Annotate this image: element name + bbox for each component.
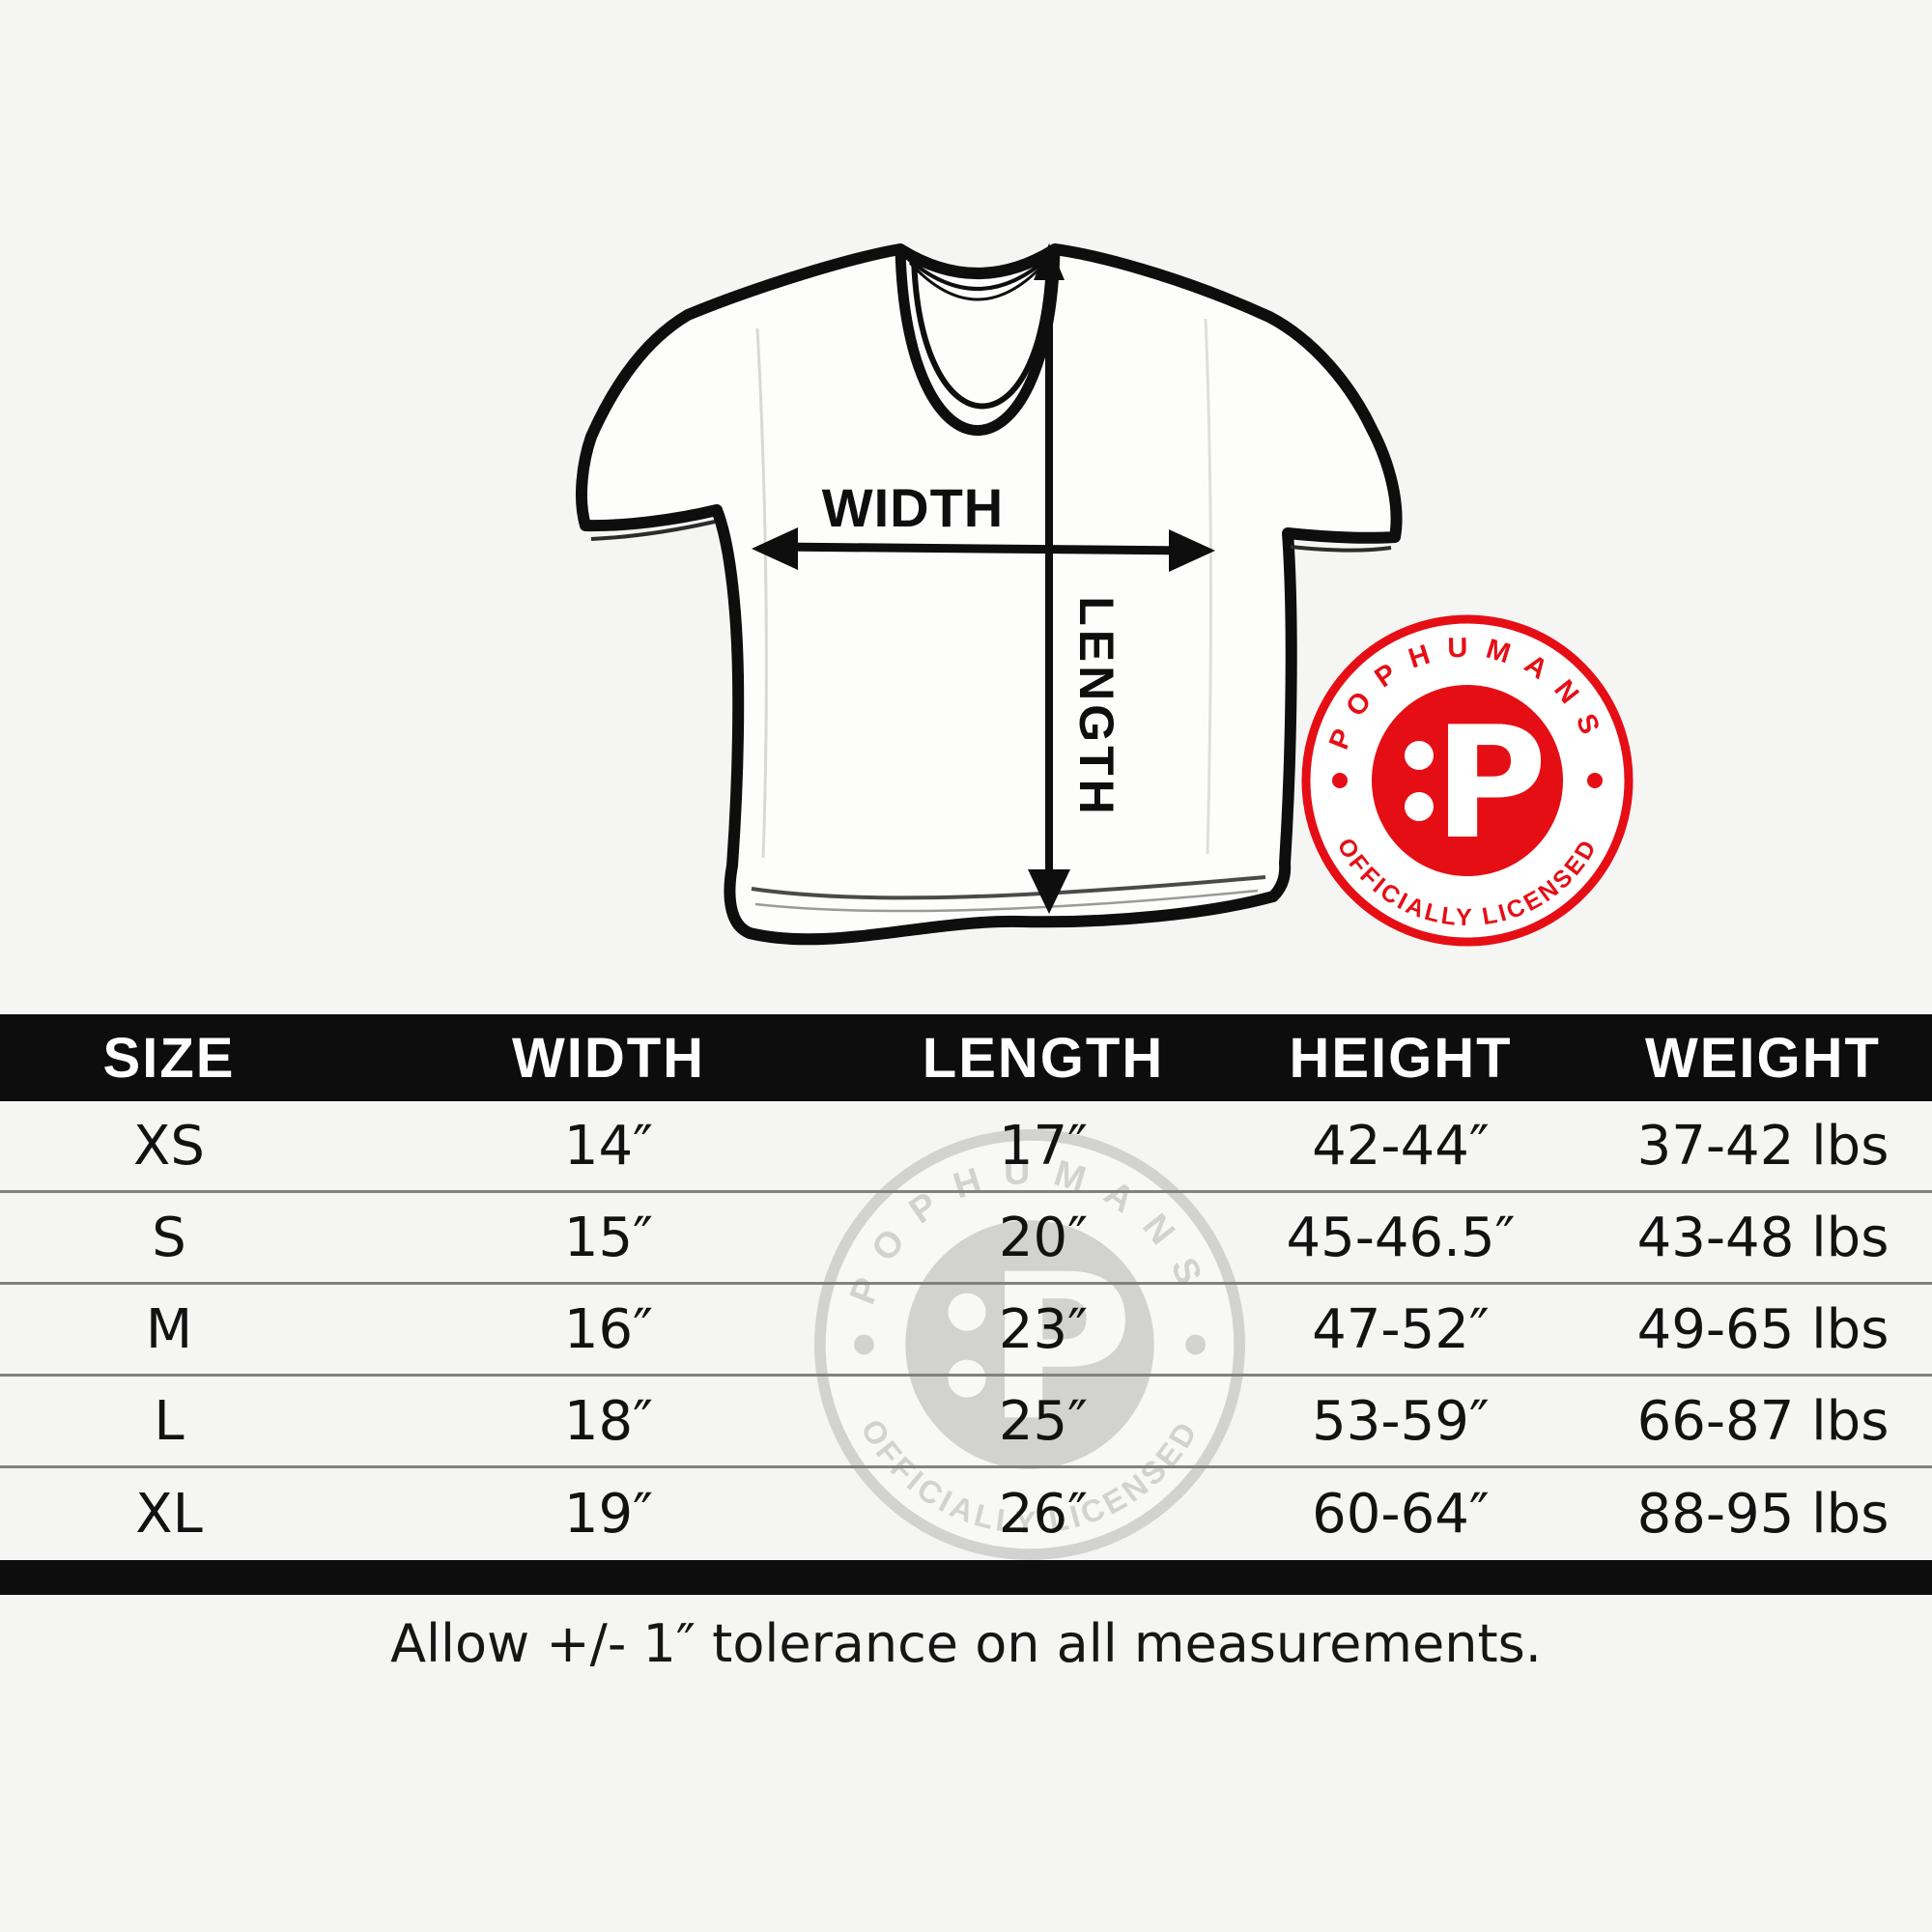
cell-length: 26″ — [998, 1483, 1089, 1546]
pophumans-logo-icon: P — [1372, 685, 1563, 876]
length-label: LENGTH — [1069, 596, 1123, 818]
length-arrow — [1028, 243, 1070, 914]
badge-monogram: P — [1434, 693, 1547, 873]
cell-width: 18″ — [563, 1389, 654, 1453]
tshirt-illustration — [576, 243, 1403, 946]
tshirt-collar — [895, 248, 1061, 436]
cell-weight: 49-65 lbs — [1636, 1297, 1889, 1361]
cell-length: 17″ — [998, 1114, 1089, 1178]
cell-width: 15″ — [563, 1206, 654, 1269]
header-cell-length: LENGTH — [922, 1026, 1165, 1090]
badge-dot-left — [1332, 773, 1348, 788]
cell-size: S — [152, 1206, 186, 1269]
header-cell-height: HEIGHT — [1289, 1026, 1513, 1090]
cell-length: 20″ — [998, 1206, 1089, 1269]
cell-size: XS — [133, 1114, 205, 1178]
header-cell-width: WIDTH — [511, 1026, 706, 1090]
size-table-header: SIZE WIDTH LENGTH HEIGHT WEIGHT — [0, 1014, 1932, 1101]
cell-width: 16″ — [563, 1297, 654, 1361]
width-label: WIDTH — [822, 477, 1005, 538]
cell-width: 19″ — [563, 1483, 654, 1546]
cell-height: 45-46.5″ — [1286, 1206, 1516, 1269]
cell-length: 25″ — [998, 1389, 1089, 1453]
badge-dot-right — [1587, 773, 1603, 788]
tshirt-outline — [576, 243, 1403, 946]
cell-weight: 66-87 lbs — [1636, 1389, 1889, 1453]
cell-height: 60-64″ — [1312, 1483, 1490, 1546]
table-bottom-bar — [0, 1560, 1932, 1595]
table-row-m: M 16″ 23″ 47-52″ 49-65 lbs — [0, 1285, 1932, 1377]
tolerance-note: Allow +/- 1″ tolerance on all measuremen… — [390, 1613, 1542, 1674]
table-row-xs: XS 14″ 17″ 42-44″ 37-42 lbs — [0, 1101, 1932, 1193]
pophumans-badge: POPHUMANS OFFICIALLY LICENSED P — [1301, 614, 1634, 947]
width-arrow — [752, 527, 1215, 572]
header-cell-size: SIZE — [102, 1026, 236, 1090]
header-cell-weight: WEIGHT — [1645, 1026, 1881, 1090]
watermark-monogram: P — [986, 1232, 1133, 1465]
cell-size: L — [154, 1389, 185, 1453]
cell-height: 47-52″ — [1312, 1297, 1490, 1361]
cell-weight: 37-42 lbs — [1636, 1114, 1889, 1178]
cell-height: 42-44″ — [1312, 1114, 1490, 1178]
table-row-xl: XL 19″ 26″ 60-64″ 88-95 lbs — [0, 1468, 1932, 1560]
cell-weight: 43-48 lbs — [1636, 1206, 1889, 1269]
size-table-body: XS 14″ 17″ 42-44″ 37-42 lbs S 15″ 20″ 45… — [0, 1101, 1932, 1560]
cell-height: 53-59″ — [1312, 1389, 1490, 1453]
cell-length: 23″ — [998, 1297, 1089, 1361]
cell-width: 14″ — [563, 1114, 654, 1178]
cell-weight: 88-95 lbs — [1636, 1483, 1889, 1546]
table-row-l: L 18″ 25″ 53-59″ 66-87 lbs — [0, 1377, 1932, 1468]
cell-size: M — [145, 1297, 193, 1361]
table-row-s: S 15″ 20″ 45-46.5″ 43-48 lbs — [0, 1193, 1932, 1285]
cell-size: XL — [135, 1483, 203, 1546]
